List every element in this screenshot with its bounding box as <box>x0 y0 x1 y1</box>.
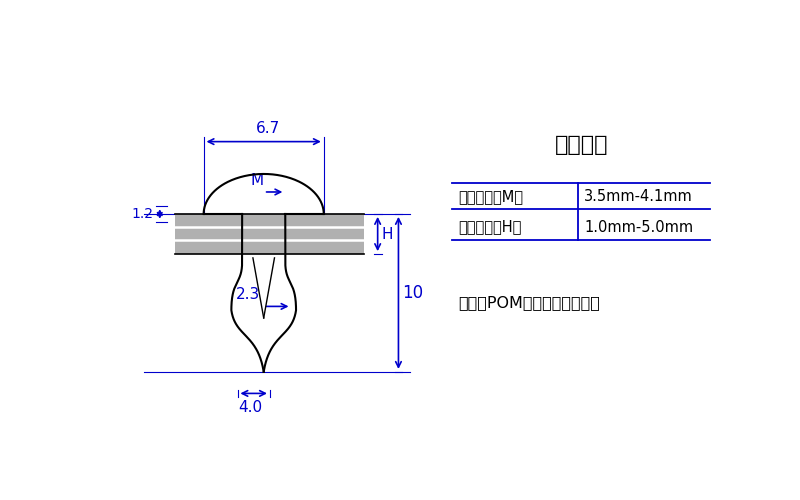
Text: 材质；POM塑料（俗称赛钢）: 材质；POM塑料（俗称赛钢） <box>458 295 600 310</box>
Text: 3.5mm-4.1mm: 3.5mm-4.1mm <box>584 189 693 204</box>
Text: 2.3: 2.3 <box>236 287 260 302</box>
Text: H: H <box>382 226 393 242</box>
Text: 1.2: 1.2 <box>131 207 154 221</box>
Text: 10: 10 <box>402 284 423 302</box>
Text: M: M <box>251 173 264 188</box>
Text: 4.0: 4.0 <box>238 400 262 414</box>
Bar <box>175 214 364 254</box>
Text: 适合孔径（M）: 适合孔径（M） <box>458 189 523 204</box>
Text: 适合板厚（H）: 适合板厚（H） <box>458 220 522 234</box>
Text: 6.7: 6.7 <box>255 121 280 136</box>
Text: 施工参数: 施工参数 <box>554 134 608 154</box>
Text: 1.0mm-5.0mm: 1.0mm-5.0mm <box>584 220 693 234</box>
